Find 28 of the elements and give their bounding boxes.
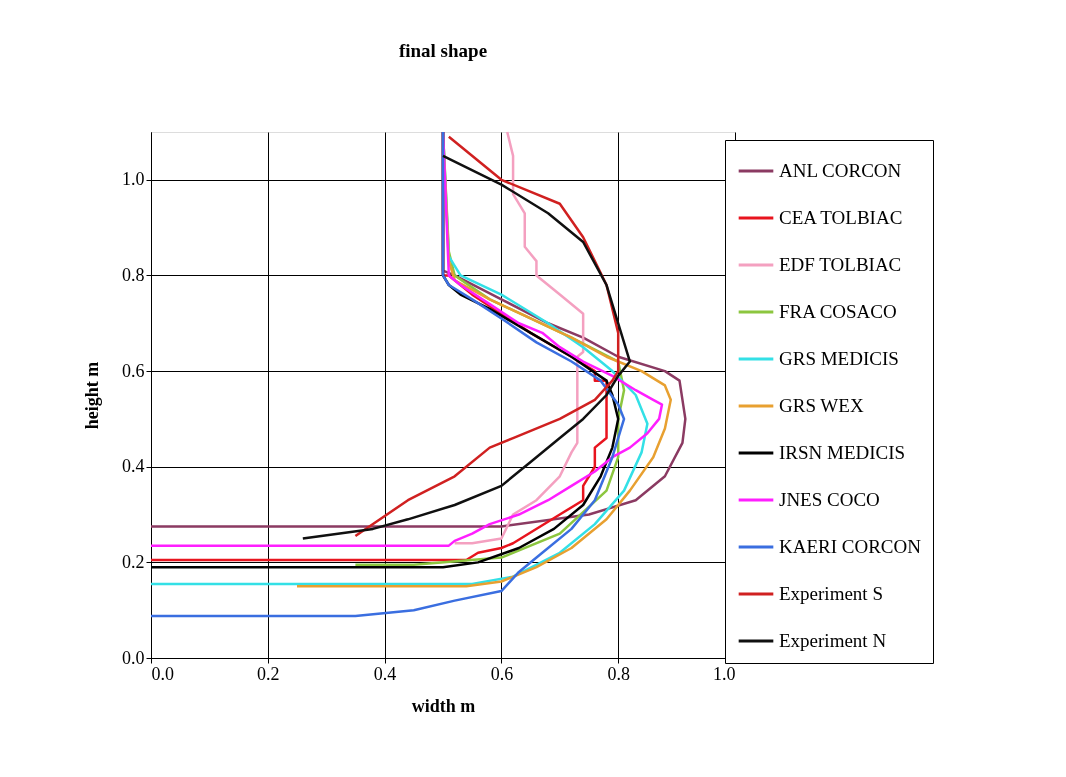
x-tick-label: 1.0 — [713, 663, 736, 684]
y-tick-label: 0.0 — [122, 647, 145, 668]
legend-label: FRA COSACO — [779, 301, 897, 322]
legend-label: IRSN MEDICIS — [779, 442, 906, 463]
legend-label: ANL CORCON — [779, 160, 902, 181]
legend-label: GRS MEDICIS — [779, 348, 899, 369]
y-tick-label: 0.6 — [122, 360, 145, 381]
x-tick-label: 0.6 — [490, 663, 514, 684]
y-tick-label: 0.2 — [122, 551, 145, 572]
legend-label: CEA TOLBIAC — [779, 207, 903, 228]
legend-label: EDF TOLBIAC — [779, 254, 902, 275]
x-axis-title: width m — [411, 695, 476, 716]
y-tick-label: 0.8 — [122, 264, 145, 285]
legend-label: JNES COCO — [779, 489, 880, 510]
chart-title: final shape — [398, 39, 488, 61]
legend-label: Experiment N — [779, 630, 887, 651]
y-tick-label: 0.4 — [122, 456, 145, 477]
y-tick-label: 1.0 — [122, 169, 145, 190]
legend-label: KAERI CORCON — [779, 536, 922, 557]
x-tick-label: 0.2 — [257, 663, 280, 684]
line-series — [453, 130, 585, 545]
y-axis-title: height m — [82, 361, 102, 430]
legend-label: Experiment S — [779, 583, 883, 604]
x-tick-label: 0.0 — [151, 663, 174, 684]
x-tick-label: 0.4 — [373, 663, 397, 684]
line-series — [301, 154, 632, 540]
x-tick-label: 0.8 — [607, 663, 630, 684]
legend-label: GRS WEX — [779, 395, 864, 416]
